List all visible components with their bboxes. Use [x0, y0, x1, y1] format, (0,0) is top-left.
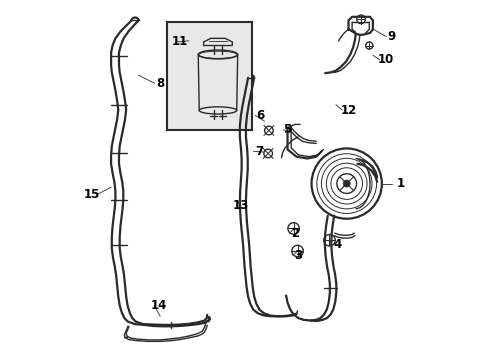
Text: 12: 12: [340, 104, 356, 117]
Text: 11: 11: [171, 35, 188, 49]
Text: 10: 10: [377, 53, 393, 66]
Text: 7: 7: [254, 145, 263, 158]
Text: 9: 9: [386, 30, 395, 43]
Text: 4: 4: [333, 238, 341, 251]
Text: 5: 5: [283, 123, 291, 136]
Circle shape: [343, 180, 349, 187]
Text: 2: 2: [290, 227, 298, 240]
Text: 6: 6: [256, 109, 264, 122]
Text: 3: 3: [294, 249, 302, 262]
Bar: [167, 22, 251, 130]
Text: 15: 15: [84, 188, 100, 201]
Text: 8: 8: [156, 77, 164, 90]
Text: 13: 13: [232, 199, 248, 212]
Text: 14: 14: [150, 299, 166, 312]
Text: 1: 1: [396, 177, 404, 190]
